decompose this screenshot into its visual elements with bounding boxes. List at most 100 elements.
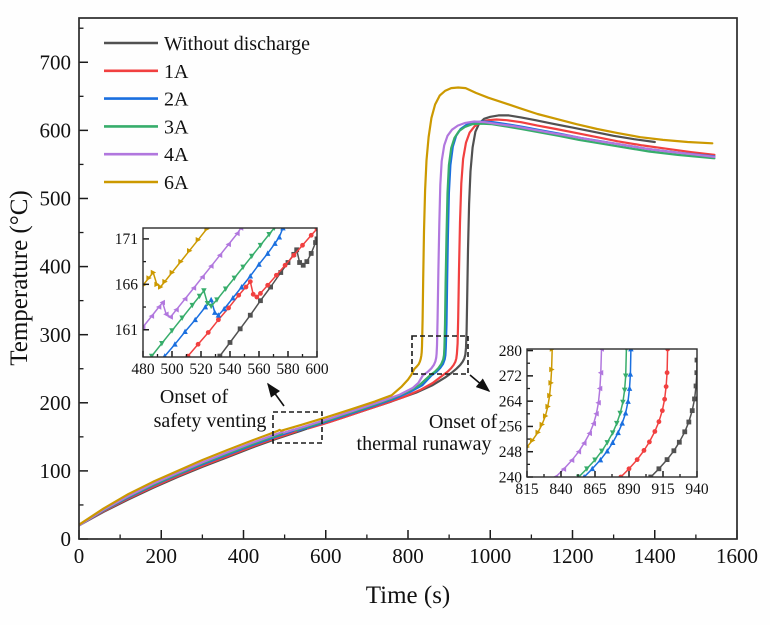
- series-marker: [609, 430, 616, 436]
- x-tick-label: 940: [685, 481, 709, 498]
- series-marker: [689, 408, 695, 414]
- series-marker: [216, 252, 223, 259]
- venting-arrow: [267, 382, 285, 407]
- series-marker: [222, 286, 229, 292]
- series-marker: [656, 419, 662, 425]
- series-marker: [247, 312, 253, 318]
- series-marker: [617, 410, 623, 417]
- series-3a-line: [79, 122, 716, 527]
- x-tick-label: 200: [146, 544, 178, 568]
- y-tick-label: 161: [115, 322, 138, 339]
- series-marker: [192, 316, 198, 323]
- series-marker: [201, 288, 207, 294]
- series-marker: [662, 396, 668, 402]
- series-marker: [308, 232, 314, 238]
- series-marker: [676, 439, 682, 445]
- series-marker: [162, 353, 167, 357]
- series-marker: [237, 326, 243, 332]
- series-marker: [278, 270, 284, 275]
- legend-item-label: 3A: [164, 116, 189, 138]
- x-tick-label: 815: [515, 481, 539, 498]
- y-tick-label: 248: [499, 444, 523, 461]
- y-tick-label: 240: [499, 469, 523, 486]
- y-tick-label: 400: [40, 255, 72, 279]
- series-marker: [300, 262, 306, 268]
- series-marker: [150, 269, 157, 276]
- chart-inset-venting: 480 500 520 540 560 580 600 161 166 171: [115, 227, 329, 378]
- series-marker: [620, 399, 626, 406]
- series-marker: [265, 282, 271, 288]
- series-marker: [548, 380, 554, 386]
- series-marker: [240, 264, 246, 271]
- series-marker: [686, 419, 692, 425]
- series-marker: [647, 439, 652, 445]
- series-marker: [609, 439, 616, 445]
- x-tick-label: 865: [583, 481, 607, 498]
- series-marker: [227, 340, 233, 345]
- series-marker: [282, 262, 288, 268]
- y-tick-label: 0: [61, 527, 72, 551]
- series-marker: [236, 292, 242, 298]
- series-marker: [634, 457, 640, 463]
- plot-frame: [526, 348, 698, 478]
- series-marker: [595, 399, 601, 406]
- series-marker: [614, 420, 620, 427]
- series-marker: [158, 284, 164, 290]
- series-marker: [199, 274, 205, 280]
- axis-ticks: 0 200 400 600 800 1000 1200 1400 1600 0 100 200 300 4…: [40, 27, 758, 568]
- series-marker: [230, 294, 236, 301]
- series-marker: [652, 429, 658, 434]
- y-tick-label: 500: [40, 187, 72, 211]
- runaway-arrow: [469, 374, 491, 393]
- series-marker: [250, 291, 256, 297]
- chart-inset-runaway: 815 840 865 890 915 940 240 248 256 264 272 280: [499, 343, 709, 498]
- series-6a-line: [79, 86, 714, 526]
- y-tick-label: 300: [40, 323, 72, 347]
- series-marker: [582, 474, 586, 477]
- series-marker: [542, 413, 549, 419]
- series-marker: [560, 466, 567, 472]
- x-tick-label: 600: [305, 361, 329, 378]
- series-marker: [274, 272, 279, 278]
- series-marker: [586, 430, 592, 437]
- x-tick-label: 1400: [634, 544, 676, 568]
- y-tick-label: 280: [499, 343, 523, 360]
- series-marker: [179, 315, 185, 321]
- series-marker: [190, 285, 197, 291]
- series-marker: [535, 429, 541, 436]
- series-marker: [182, 328, 188, 334]
- series-marker: [313, 240, 317, 245]
- series-marker: [659, 408, 665, 414]
- series-marker: [254, 294, 260, 300]
- y-tick-label: 171: [115, 231, 138, 248]
- series-marker: [248, 253, 255, 260]
- series-marker: [656, 466, 662, 472]
- series-marker: [169, 269, 175, 276]
- series-marker: [597, 369, 604, 376]
- series-marker: [226, 305, 231, 311]
- series-marker: [581, 440, 587, 446]
- axis-ticks: 815 840 865 890 915 940 240 248 256 264 272 280: [499, 343, 709, 498]
- series-marker: [202, 304, 209, 310]
- series-marker: [297, 260, 302, 265]
- series-marker: [221, 305, 227, 312]
- legend-item-label: 4A: [164, 144, 189, 166]
- x-tick-label: 560: [247, 361, 271, 378]
- series-marker: [172, 341, 178, 347]
- series-marker: [247, 279, 253, 284]
- series-marker: [173, 307, 179, 313]
- y-tick-label: 166: [115, 277, 139, 294]
- series-4a-line: [79, 120, 716, 527]
- y-tick-label: 600: [40, 119, 72, 143]
- series-marker: [247, 273, 254, 279]
- plot-frame: [78, 17, 738, 540]
- series-marker: [599, 448, 605, 455]
- runaway-region-box: [411, 335, 469, 375]
- series-marker: [622, 410, 629, 416]
- series-marker: [272, 228, 276, 231]
- series-marker: [300, 242, 305, 248]
- series-marker: [615, 429, 621, 436]
- series-marker: [627, 371, 634, 377]
- series-marker: [584, 466, 590, 472]
- series-marker: [694, 370, 697, 376]
